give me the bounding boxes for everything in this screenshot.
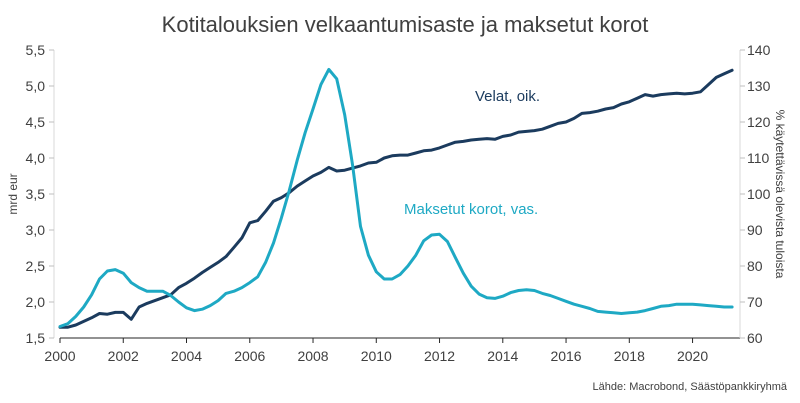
- right-tick-label: 130: [747, 78, 771, 94]
- right-tick-label: 110: [747, 150, 770, 166]
- series-line-velat: [58, 68, 734, 329]
- right-tick-label: 70: [747, 294, 763, 310]
- left-tick-label: 2,5: [26, 258, 46, 274]
- plot-frame: [53, 50, 741, 339]
- right-tick-label: 140: [747, 42, 771, 58]
- left-tick-label: 5,0: [26, 78, 46, 94]
- right-tick-label: 90: [747, 222, 763, 238]
- x-tick-label: 2014: [487, 348, 518, 364]
- x-tick-label: 2006: [234, 348, 265, 364]
- left-tick-label: 5,5: [26, 42, 46, 58]
- chart-title: Kotitalouksien velkaantumisaste ja makse…: [162, 12, 649, 37]
- x-tick-label: 2000: [44, 348, 75, 364]
- right-tick-label: 60: [747, 330, 763, 346]
- x-tick-label: 2020: [677, 348, 708, 364]
- x-tick-label: 2002: [108, 348, 139, 364]
- x-tick-label: 2018: [614, 348, 645, 364]
- right-tick-label: 120: [747, 114, 771, 130]
- left-tick-label: 3,0: [26, 222, 46, 238]
- series-label-korot: Maksetut korot, vas.: [404, 201, 538, 218]
- left-tick-label: 3,5: [26, 186, 46, 202]
- left-tick-label: 4,5: [26, 114, 46, 130]
- right-axis-ticks: 60 70 80 90 100 110 120 130 140: [740, 42, 771, 346]
- left-tick-label: 1,5: [26, 330, 46, 346]
- x-tick-label: 2008: [297, 348, 328, 364]
- left-axis-ticks: 1,5 2,0 2,5 3,0 3,5 4,0 4,5 5,0 5,5: [26, 42, 54, 346]
- right-tick-label: 80: [747, 258, 763, 274]
- series-layer: [58, 67, 734, 329]
- series-label-velat: Velat, oik.: [475, 88, 540, 105]
- right-axis-label: % käytettävissä olevista tuloista: [773, 110, 787, 279]
- left-tick-label: 4,0: [26, 150, 46, 166]
- source-note: Lähde: Macrobond, Säästöpankkiryhmä: [593, 381, 788, 393]
- x-tick-label: 2004: [171, 348, 202, 364]
- x-tick-label: 2016: [550, 348, 581, 364]
- series-line-maksetut-korot: [58, 67, 734, 328]
- left-axis-label: mrd eur: [6, 173, 20, 214]
- right-tick-label: 100: [747, 186, 771, 202]
- x-tick-label: 2010: [361, 348, 392, 364]
- left-tick-label: 2,0: [26, 294, 46, 310]
- x-axis-ticks: 2000 2002 2004 2006 2008 2010 2012 2014 2016 2018…: [44, 338, 708, 364]
- x-tick-label: 2012: [424, 348, 455, 364]
